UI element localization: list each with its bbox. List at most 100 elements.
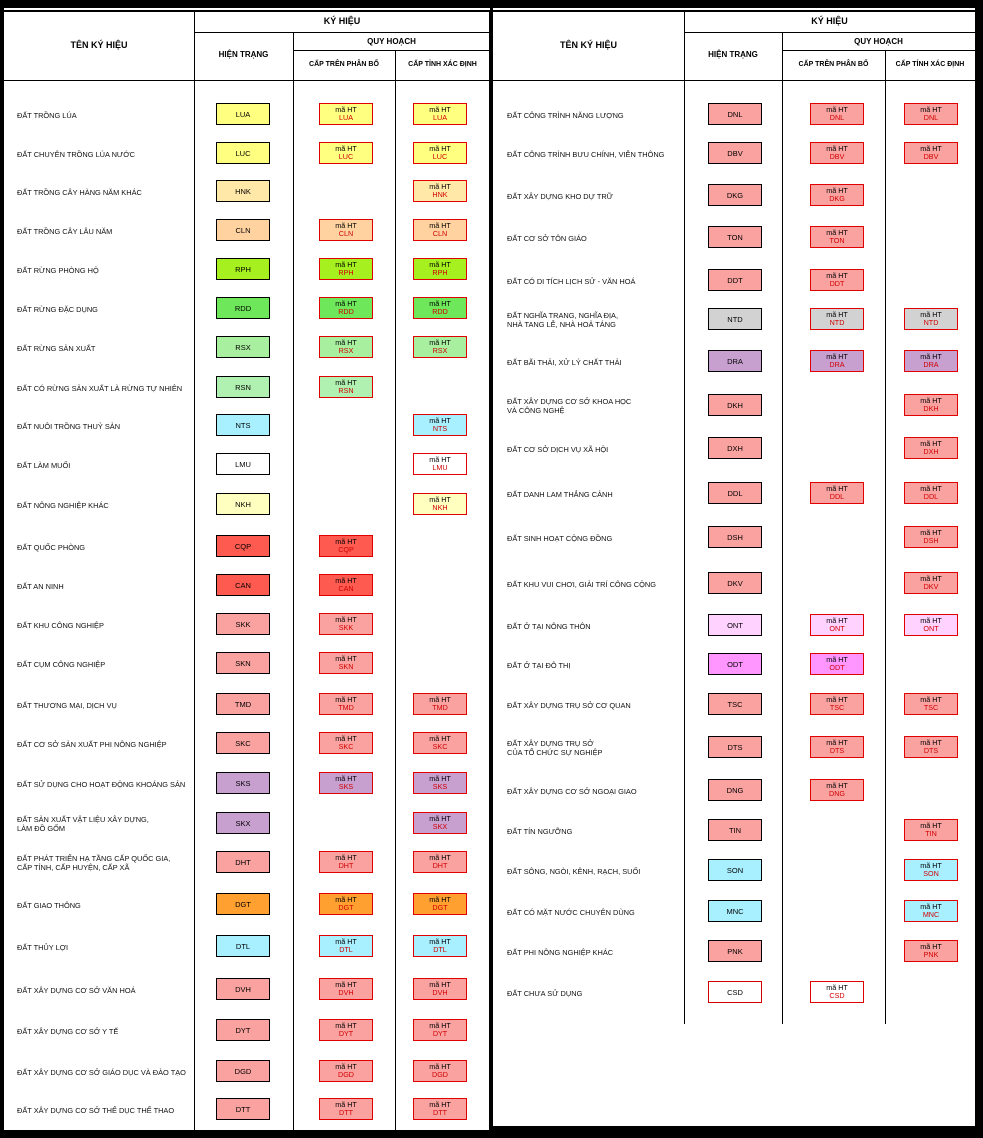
allocated-plan-symbol: mã HT CAN (319, 574, 373, 596)
plan-code-label: DDT (829, 279, 845, 288)
allocated-plan-symbol: mã HT DTT (319, 1098, 373, 1120)
plan-code-label: MNC (922, 910, 940, 919)
plan-code-label: LUC (432, 152, 448, 161)
allocated-plan-symbol: mã HT DBV (810, 142, 864, 164)
province-plan-symbol: mã HT DGD (413, 1060, 467, 1082)
plan-code-label: DNL (923, 113, 939, 122)
allocated-plan-symbol: mã HT RDD (319, 297, 373, 319)
current-code-label: DKV (727, 578, 743, 588)
land-type-name: ĐẤT RỪNG SẢN XUẤT (17, 343, 96, 353)
current-code-label: DDT (727, 275, 743, 285)
top-border-left (4, 10, 490, 12)
land-type-name: ĐẤT TRỒNG CÂY HÀNG NĂM KHÁC (17, 187, 142, 197)
current-status-symbol: MNC (708, 900, 762, 922)
plan-code-label: CAN (338, 584, 354, 593)
province-plan-symbol: mã HT NTD (904, 308, 958, 330)
plan-prefix-label: mã HT (429, 980, 451, 989)
plan-prefix-label: mã HT (429, 338, 451, 347)
plan-code-label: CLN (432, 229, 448, 238)
plan-code-label: NKH (432, 503, 448, 512)
plan-code-label: DNL (829, 113, 845, 122)
plan-prefix-label: mã HT (429, 455, 451, 464)
plan-prefix-label: mã HT (920, 484, 942, 493)
plan-code-label: DGT (338, 903, 354, 912)
province-plan-symbol: mã HT DNL (904, 103, 958, 125)
current-code-label: SKS (235, 778, 251, 788)
province-plan-symbol: mã HT SON (904, 859, 958, 881)
land-type-name: ĐẤT Ở TẠI ĐÔ THỊ (507, 660, 571, 670)
plan-code-label: NTD (923, 318, 939, 327)
header-quy-hoach-right: QUY HOẠCH (854, 37, 903, 46)
allocated-plan-symbol: mã HT DTL (319, 935, 373, 957)
province-plan-symbol: mã HT DXH (904, 437, 958, 459)
plan-code-label: LMU (432, 463, 448, 472)
land-type-name: ĐẤT CHƯA SỬ DỤNG (507, 988, 583, 998)
land-type-name: ĐẤT GIAO THÔNG (17, 900, 81, 910)
current-code-label: CAN (235, 580, 251, 590)
current-code-label: ONT (727, 620, 743, 630)
province-plan-symbol: mã HT PNK (904, 940, 958, 962)
plan-prefix-label: mã HT (335, 774, 357, 783)
plan-code-label: DKV (923, 582, 939, 591)
land-type-name: ĐẤT XÂY DỰNG CƠ SỞ Y TẾ (17, 1026, 119, 1036)
current-code-label: MNC (726, 906, 744, 916)
current-code-label: DKG (726, 190, 744, 200)
plan-prefix-label: mã HT (429, 105, 451, 114)
plan-prefix-label: mã HT (335, 654, 357, 663)
plan-prefix-label: mã HT (335, 221, 357, 230)
header-ten-ky-hieu-right: TÊN KÝ HIỆU (559, 40, 617, 50)
allocated-plan-symbol: mã HT DDT (810, 269, 864, 291)
current-code-label: LUC (235, 148, 251, 158)
province-plan-symbol: mã HT DTT (413, 1098, 467, 1120)
province-plan-symbol: mã HT DTL (413, 935, 467, 957)
plan-code-label: RPH (432, 268, 448, 277)
current-code-label: SKN (235, 658, 251, 668)
plan-prefix-label: mã HT (826, 228, 848, 237)
plan-code-label: TMD (432, 703, 448, 712)
land-type-name: ĐẤT SẢN XUẤT VẬT LIỆU XÂY DỰNG, LÀM ĐỒ G… (17, 815, 149, 833)
col-line-right-3 (885, 50, 886, 1024)
plan-code-label: RPH (338, 268, 354, 277)
plan-prefix-label: mã HT (429, 495, 451, 504)
plan-prefix-label: mã HT (920, 861, 942, 870)
plan-prefix-label: mã HT (826, 484, 848, 493)
plan-code-label: SKS (432, 782, 448, 791)
plan-code-label: TMD (338, 703, 354, 712)
right-panel (493, 8, 975, 1024)
current-status-symbol: CAN (216, 574, 270, 596)
current-code-label: DRA (727, 356, 743, 366)
land-type-name: ĐẤT XÂY DỰNG TRỤ SỞ CƠ QUAN (507, 700, 631, 710)
province-plan-symbol: mã HT DRA (904, 350, 958, 372)
plan-code-label: DVH (432, 988, 448, 997)
plan-code-label: DTL (339, 945, 353, 954)
plan-code-label: RSN (338, 386, 354, 395)
plan-prefix-label: mã HT (335, 338, 357, 347)
current-code-label: RSX (235, 342, 251, 352)
plan-prefix-label: mã HT (920, 396, 942, 405)
plan-prefix-label: mã HT (826, 655, 848, 664)
plan-prefix-label: mã HT (429, 734, 451, 743)
plan-code-label: RDD (432, 307, 448, 316)
current-status-symbol: NTD (708, 308, 762, 330)
current-code-label: SKK (235, 619, 251, 629)
current-code-label: LUA (235, 109, 251, 119)
plan-code-label: DKG (829, 194, 845, 203)
current-code-label: CLN (235, 225, 251, 235)
plan-code-label: NTD (829, 318, 845, 327)
province-plan-symbol: mã HT DYT (413, 1019, 467, 1041)
current-code-label: SON (726, 865, 744, 875)
land-type-name: ĐẤT TÍN NGƯỠNG (507, 826, 573, 836)
land-type-name: ĐẤT RỪNG ĐẶC DỤNG (17, 304, 98, 314)
land-type-name: ĐẤT SINH HOẠT CỘNG ĐỒNG (507, 533, 613, 543)
plan-prefix-label: mã HT (335, 734, 357, 743)
current-code-label: DBV (727, 148, 743, 158)
plan-prefix-label: mã HT (429, 260, 451, 269)
current-code-label: DVH (235, 984, 251, 994)
current-status-symbol: DDL (708, 482, 762, 504)
plan-prefix-label: mã HT (826, 144, 848, 153)
province-plan-symbol: mã HT LUA (413, 103, 467, 125)
land-type-name: ĐẤT NGHĨA TRANG, NGHĨA ĐỊA, NHÀ TANG LỄ,… (507, 311, 619, 329)
plan-code-label: DHT (432, 861, 448, 870)
current-status-symbol: DKG (708, 184, 762, 206)
